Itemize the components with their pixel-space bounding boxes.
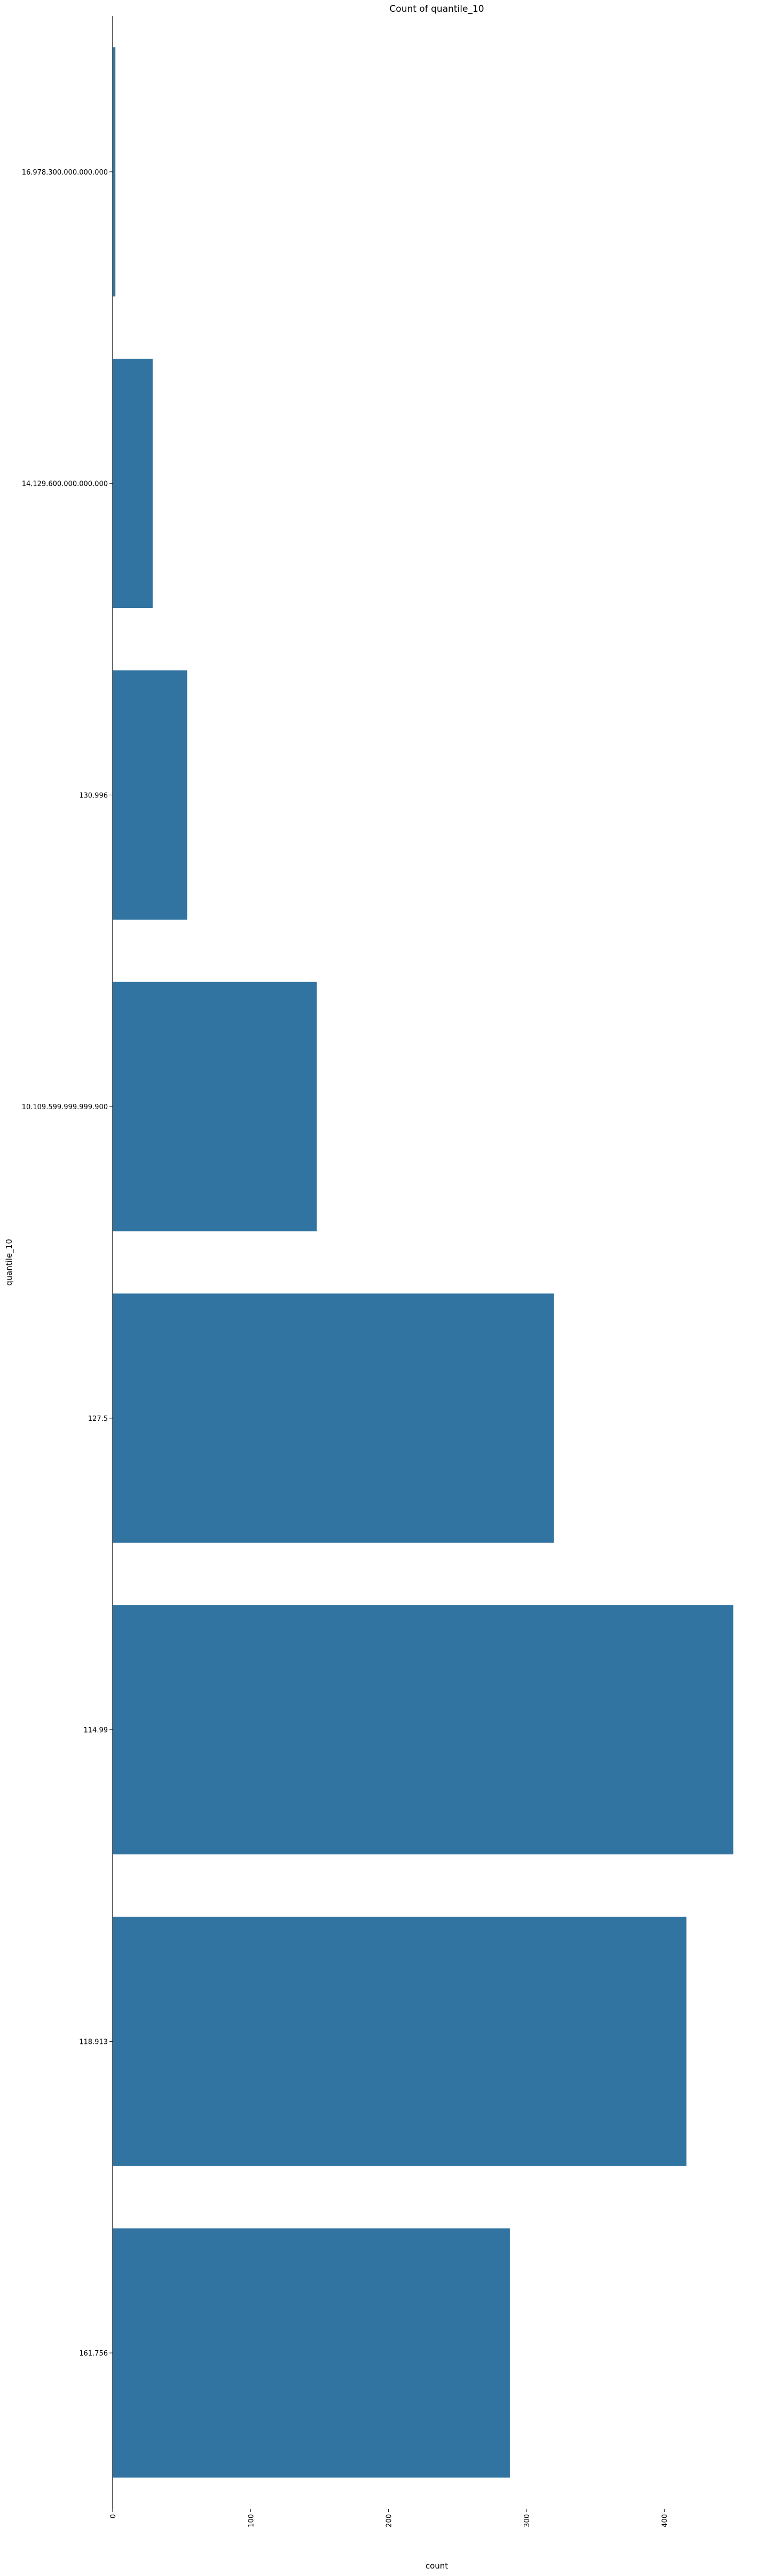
bar-4 — [113, 1293, 554, 1543]
chart-title: Count of quantile_10 — [389, 4, 484, 14]
x-axis-label: count — [426, 2561, 448, 2571]
x-tick-label: 200 — [386, 2514, 394, 2527]
y-tick-label: 161.756 — [79, 2350, 108, 2358]
bar-0 — [113, 47, 116, 297]
y-tick-label: 14.129.600.000.000.000 — [22, 480, 108, 488]
bar-7 — [113, 2228, 510, 2478]
y-tick-label: 118.913 — [79, 2038, 108, 2046]
bar-6 — [113, 1916, 687, 2166]
x-axis-ticks: 0 100 200 300 400 — [109, 2509, 669, 2527]
bar-5 — [113, 1605, 734, 1855]
x-tick-label: 0 — [109, 2514, 117, 2518]
y-tick-label: 130.996 — [79, 792, 108, 800]
y-axis-ticks: 16.978.300.000.000.000 14.129.600.000.000… — [22, 169, 113, 2358]
bar-3 — [113, 982, 317, 1231]
y-tick-label: 16.978.300.000.000.000 — [22, 169, 108, 177]
bar-1 — [113, 359, 153, 609]
y-axis-label: quantile_10 — [4, 1239, 14, 1286]
x-tick-label: 300 — [523, 2514, 531, 2527]
bars-group — [113, 47, 734, 2478]
x-tick-label: 400 — [661, 2514, 669, 2527]
bar-2 — [113, 670, 187, 920]
y-tick-label: 127.5 — [88, 1415, 108, 1423]
y-tick-label: 10.109.599.999.999.900 — [22, 1103, 108, 1111]
y-tick-label: 114.99 — [84, 1727, 108, 1735]
x-tick-label: 100 — [247, 2514, 255, 2527]
